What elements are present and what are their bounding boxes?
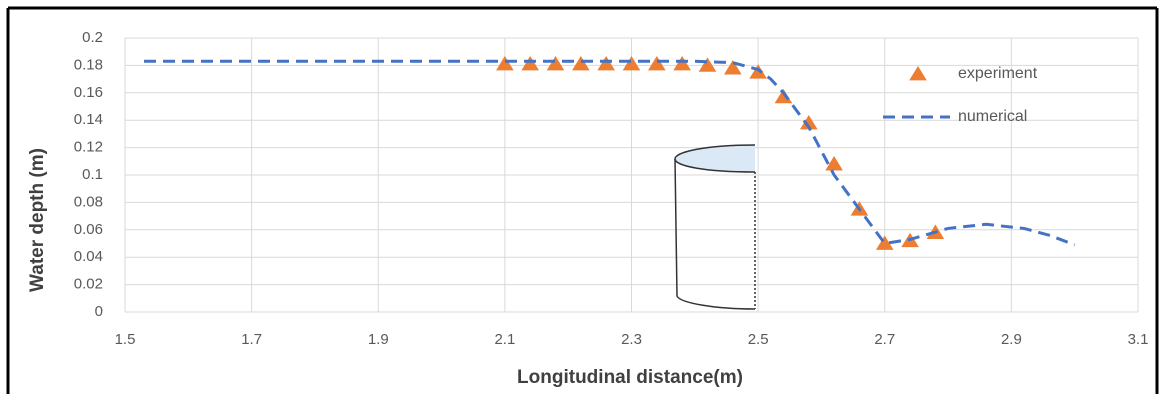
- plot: [143, 56, 1076, 250]
- y-tick-label: 0.12: [74, 139, 103, 156]
- x-tick-label: 2.3: [621, 331, 642, 348]
- triangle-marker: [875, 235, 894, 250]
- cylinder-body: [674, 158, 756, 310]
- x-tick-label: 2.1: [494, 331, 515, 348]
- triangle-marker: [546, 56, 565, 71]
- y-tick-label: 0.04: [74, 248, 103, 265]
- triangle-marker: [648, 56, 666, 71]
- y-tick-label: 0.08: [74, 193, 103, 210]
- triangle-marker: [698, 57, 717, 72]
- y-axis-title: Water depth (m): [27, 148, 48, 292]
- y-tick-label: 0.06: [74, 221, 103, 238]
- y-tick-label: 0.16: [74, 84, 103, 101]
- x-tick-label: 1.7: [241, 331, 262, 348]
- triangle-marker: [749, 64, 767, 79]
- y-tick-label: 0.14: [74, 111, 103, 128]
- triangle-marker: [673, 56, 691, 71]
- triangle-marker: [597, 56, 615, 71]
- triangle-marker: [572, 56, 590, 71]
- triangle-marker: [496, 56, 514, 71]
- legend-marker: [909, 66, 927, 81]
- triangle-marker: [799, 114, 818, 130]
- legend-label: numerical: [958, 108, 1027, 125]
- cylinder-top-fill: [675, 145, 755, 172]
- x-tick-label: 3.1: [1128, 331, 1149, 348]
- x-tick-label: 1.5: [115, 331, 136, 348]
- x-tick-label: 2.7: [874, 331, 895, 348]
- x-tick-label: 2.5: [748, 331, 769, 348]
- triangle-marker: [825, 156, 843, 171]
- cylinder-illustration: [674, 144, 756, 310]
- triangle-marker: [724, 60, 742, 75]
- y-tick-label: 0.2: [82, 29, 103, 46]
- legend-label: experiment: [958, 65, 1038, 82]
- y-tick-label: 0.02: [74, 276, 103, 293]
- x-tick-label: 1.9: [368, 331, 389, 348]
- line-series: [143, 59, 1076, 247]
- x-tick-label: 2.9: [1001, 331, 1022, 348]
- triangle-marker: [521, 56, 539, 71]
- x-axis-title: Longitudinal distance(m): [517, 367, 743, 388]
- y-tick-label: 0: [95, 303, 103, 320]
- triangle-marker: [622, 56, 641, 71]
- y-tick-label: 0.1: [82, 166, 103, 183]
- y-tick-label: 0.18: [74, 56, 103, 73]
